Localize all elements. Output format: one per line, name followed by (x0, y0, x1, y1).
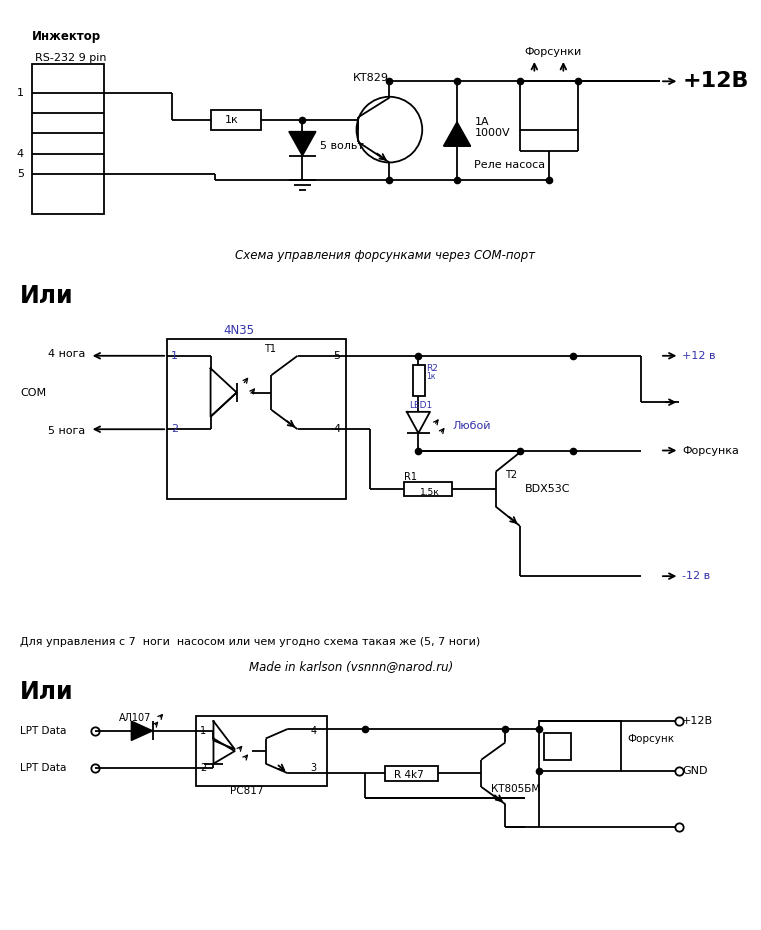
Text: СОМ: СОМ (21, 388, 46, 397)
Text: 4: 4 (17, 149, 24, 159)
Text: -12 в: -12 в (682, 571, 710, 581)
Text: 3: 3 (310, 763, 317, 773)
Bar (544, 733, 571, 760)
Text: 4 нога: 4 нога (47, 349, 85, 359)
Text: 4N35: 4N35 (223, 325, 254, 338)
Polygon shape (444, 122, 470, 146)
Text: 1: 1 (171, 351, 178, 361)
Text: Любой: Любой (452, 421, 491, 432)
Text: Форсунки: Форсунки (524, 47, 582, 58)
Text: RS-232 9 pin: RS-232 9 pin (35, 53, 107, 63)
Text: Инжектор: Инжектор (32, 31, 101, 44)
Text: 1,5к: 1,5к (420, 487, 440, 497)
Text: 1к: 1к (426, 372, 435, 380)
Bar (540, 721, 621, 771)
Text: Т1: Т1 (264, 344, 275, 354)
Text: 1к: 1к (225, 115, 239, 125)
Text: R2: R2 (426, 364, 438, 373)
Text: LPT Data: LPT Data (21, 763, 66, 773)
Text: GND: GND (682, 766, 708, 777)
Text: КТ829: КТ829 (352, 73, 389, 84)
Bar (520, 81, 578, 129)
Text: 4: 4 (333, 424, 340, 434)
Text: 5 нога: 5 нога (48, 426, 85, 436)
Text: PC817: PC817 (230, 786, 263, 796)
Bar (211, 111, 261, 129)
Text: Т2: Т2 (505, 470, 517, 480)
Text: 1А: 1А (474, 117, 489, 126)
Text: Форсунк: Форсунк (627, 734, 674, 743)
Text: Для управления с 7  ноги  насосом или чем угодно схема такая же (5, 7 ноги): Для управления с 7 ноги насосом или чем … (21, 637, 480, 647)
Bar (32, 64, 104, 214)
Bar (196, 716, 326, 786)
Text: +12В: +12В (682, 72, 749, 91)
Text: 2: 2 (171, 424, 178, 434)
Text: 1: 1 (200, 725, 206, 736)
Bar (412, 365, 425, 396)
Bar (404, 483, 452, 496)
Polygon shape (132, 721, 153, 740)
Text: 1000V: 1000V (474, 128, 510, 139)
Text: 2: 2 (200, 763, 206, 773)
Text: +12В: +12В (682, 716, 713, 726)
Text: Или: Или (21, 680, 74, 704)
Text: Made in karlson (vsnnn@narod.ru): Made in karlson (vsnnn@narod.ru) (250, 660, 454, 673)
Text: 5: 5 (17, 169, 24, 179)
Text: 5: 5 (333, 351, 340, 361)
Bar (167, 339, 346, 498)
Text: +12 в: +12 в (682, 351, 716, 361)
Text: АЛ107: АЛ107 (119, 713, 151, 724)
Text: КТ805БМ: КТ805БМ (491, 784, 540, 794)
Text: Форсунка: Форсунка (682, 445, 739, 456)
Text: R 4k7: R 4k7 (394, 770, 424, 780)
Text: 4: 4 (310, 725, 317, 736)
Text: LPT Data: LPT Data (21, 725, 66, 736)
Text: 1: 1 (17, 88, 24, 98)
Bar (384, 765, 438, 781)
Text: BDX53С: BDX53С (524, 485, 570, 494)
Text: Схема управления форсунками через СОМ-порт: Схема управления форсунками через СОМ-по… (234, 248, 535, 261)
Text: Реле насоса: Реле насоса (474, 160, 546, 170)
Text: Или: Или (21, 284, 74, 308)
Text: 5 вольт: 5 вольт (320, 141, 364, 151)
Text: LED1: LED1 (409, 401, 432, 409)
Polygon shape (289, 131, 316, 155)
Text: R1: R1 (404, 472, 417, 482)
